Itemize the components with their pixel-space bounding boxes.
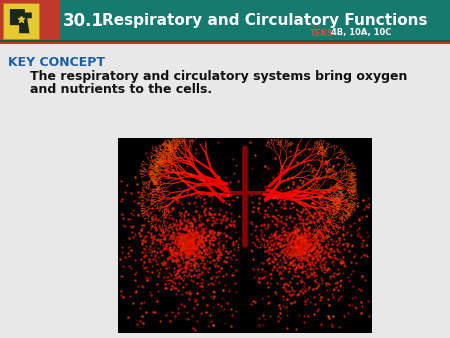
Text: The respiratory and circulatory systems bring oxygen: The respiratory and circulatory systems …	[30, 70, 407, 83]
Bar	[3, 3, 39, 39]
Bar	[118, 138, 372, 333]
Bar	[60, 0, 450, 42]
Bar	[0, 40, 450, 42]
Text: and nutrients to the cells.: and nutrients to the cells.	[30, 83, 212, 96]
Text: 30.1: 30.1	[63, 12, 104, 30]
Bar	[0, 42, 450, 338]
Text: TEKS: TEKS	[310, 28, 334, 38]
Text: 4B, 10A, 10C: 4B, 10A, 10C	[328, 28, 392, 38]
Bar	[0, 42, 450, 44]
Text: Respiratory and Circulatory Functions: Respiratory and Circulatory Functions	[102, 14, 428, 28]
Polygon shape	[10, 9, 32, 33]
Bar	[0, 0, 450, 42]
Text: KEY CONCEPT: KEY CONCEPT	[8, 56, 105, 69]
